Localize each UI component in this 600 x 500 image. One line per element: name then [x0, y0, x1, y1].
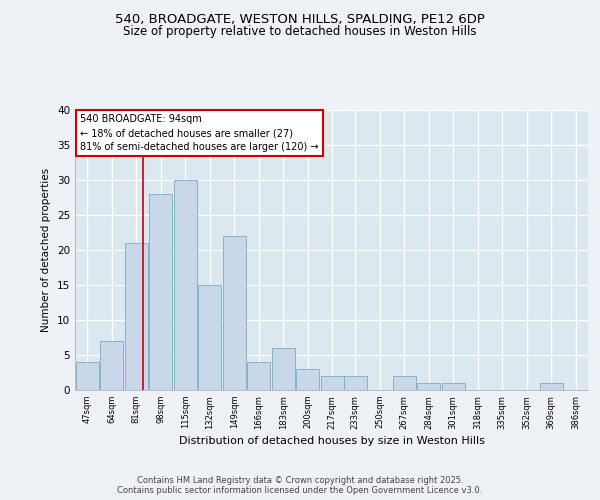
Text: 540, BROADGATE, WESTON HILLS, SPALDING, PE12 6DP: 540, BROADGATE, WESTON HILLS, SPALDING, …	[115, 12, 485, 26]
Bar	[173, 180, 197, 390]
Bar	[296, 369, 319, 390]
X-axis label: Distribution of detached houses by size in Weston Hills: Distribution of detached houses by size …	[179, 436, 484, 446]
Bar	[539, 383, 563, 390]
Text: 540 BROADGATE: 94sqm
← 18% of detached houses are smaller (27)
81% of semi-detac: 540 BROADGATE: 94sqm ← 18% of detached h…	[80, 114, 319, 152]
Bar	[247, 362, 271, 390]
Bar	[198, 285, 221, 390]
Bar	[344, 376, 367, 390]
Bar	[392, 376, 416, 390]
Text: Size of property relative to detached houses in Weston Hills: Size of property relative to detached ho…	[123, 25, 477, 38]
Bar	[417, 383, 440, 390]
Bar	[320, 376, 344, 390]
Bar	[149, 194, 172, 390]
Text: Contains HM Land Registry data © Crown copyright and database right 2025.: Contains HM Land Registry data © Crown c…	[137, 476, 463, 485]
Y-axis label: Number of detached properties: Number of detached properties	[41, 168, 52, 332]
Bar	[125, 243, 148, 390]
Bar	[76, 362, 99, 390]
Text: Contains public sector information licensed under the Open Government Licence v3: Contains public sector information licen…	[118, 486, 482, 495]
Bar	[100, 341, 124, 390]
Bar	[272, 348, 295, 390]
Bar	[442, 383, 465, 390]
Bar	[223, 236, 246, 390]
